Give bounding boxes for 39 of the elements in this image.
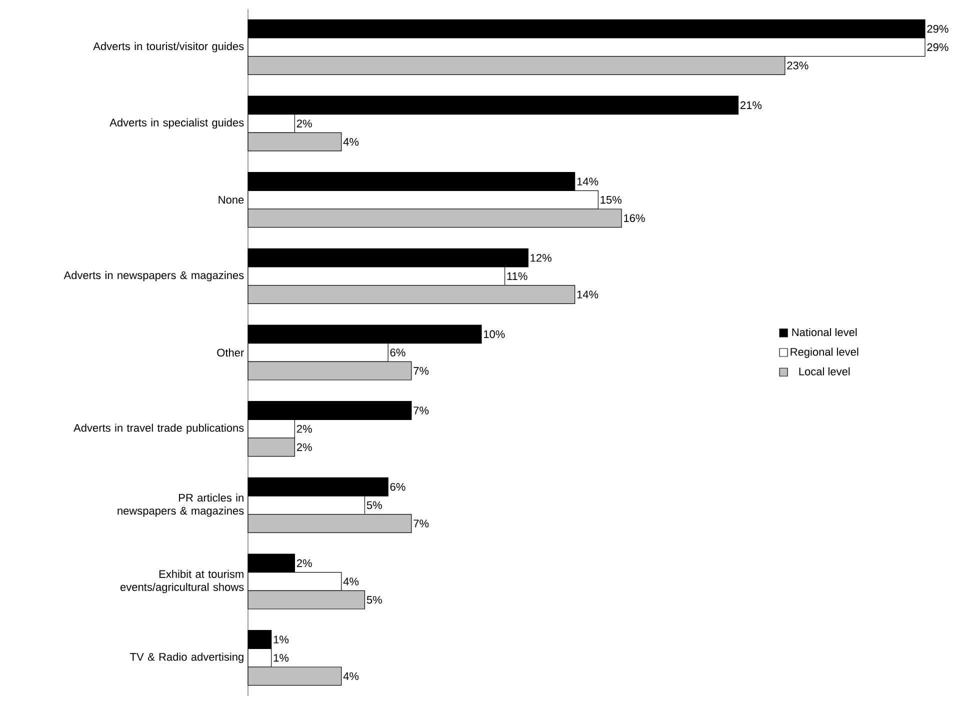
y-tick-label: Adverts in tourist/visitor guides: [93, 42, 244, 52]
y-tick-label: None: [218, 196, 244, 204]
y-tick-label: Adverts in specialist guides: [110, 118, 244, 129]
data-label: 21%: [740, 101, 762, 110]
data-label: 15%: [600, 196, 622, 204]
data-label: 2%: [296, 559, 312, 568]
data-label: 2%: [296, 424, 312, 433]
y-tick-label: Adverts in travel trade publications: [74, 424, 244, 434]
data-label: 4%: [343, 578, 359, 586]
data-label: 5%: [366, 596, 382, 604]
data-label: 12%: [530, 254, 552, 262]
data-label: 1%: [274, 654, 289, 662]
data-label: 4%: [343, 672, 359, 680]
data-label: 1%: [274, 636, 289, 644]
data-label: 14%: [577, 178, 598, 186]
data-label: 6%: [390, 482, 406, 491]
data-label: 16%: [624, 214, 645, 222]
data-label: 7%: [414, 406, 429, 414]
data-label: 5%: [366, 501, 382, 510]
data-label: 14%: [577, 290, 598, 298]
data-label: 6%: [390, 348, 406, 356]
data-label: 2%: [296, 443, 312, 452]
data-label: 29%: [927, 24, 948, 33]
data-label: 29%: [927, 43, 948, 52]
legend-label: National level: [792, 328, 857, 336]
y-tick-label: Adverts in newspapers & magazines: [64, 271, 244, 282]
legend-label: Regional level: [790, 348, 858, 358]
data-label: 11%: [507, 272, 528, 280]
data-label: 4%: [343, 138, 359, 146]
y-tick-label: TV & Radio advertising: [130, 652, 244, 663]
y-tick-label: Other: [217, 348, 244, 357]
data-label: 2%: [296, 120, 312, 128]
y-tick-label: Exhibit at tourism events/agricultural shows: [120, 570, 244, 594]
data-label: 7%: [414, 520, 429, 528]
data-label: 10%: [484, 330, 505, 338]
data-label: 7%: [414, 366, 429, 375]
legend-label: Local level: [799, 367, 850, 376]
y-tick-label: PR articles in newspapers & magazines: [118, 494, 244, 517]
data-label: 23%: [787, 62, 808, 70]
